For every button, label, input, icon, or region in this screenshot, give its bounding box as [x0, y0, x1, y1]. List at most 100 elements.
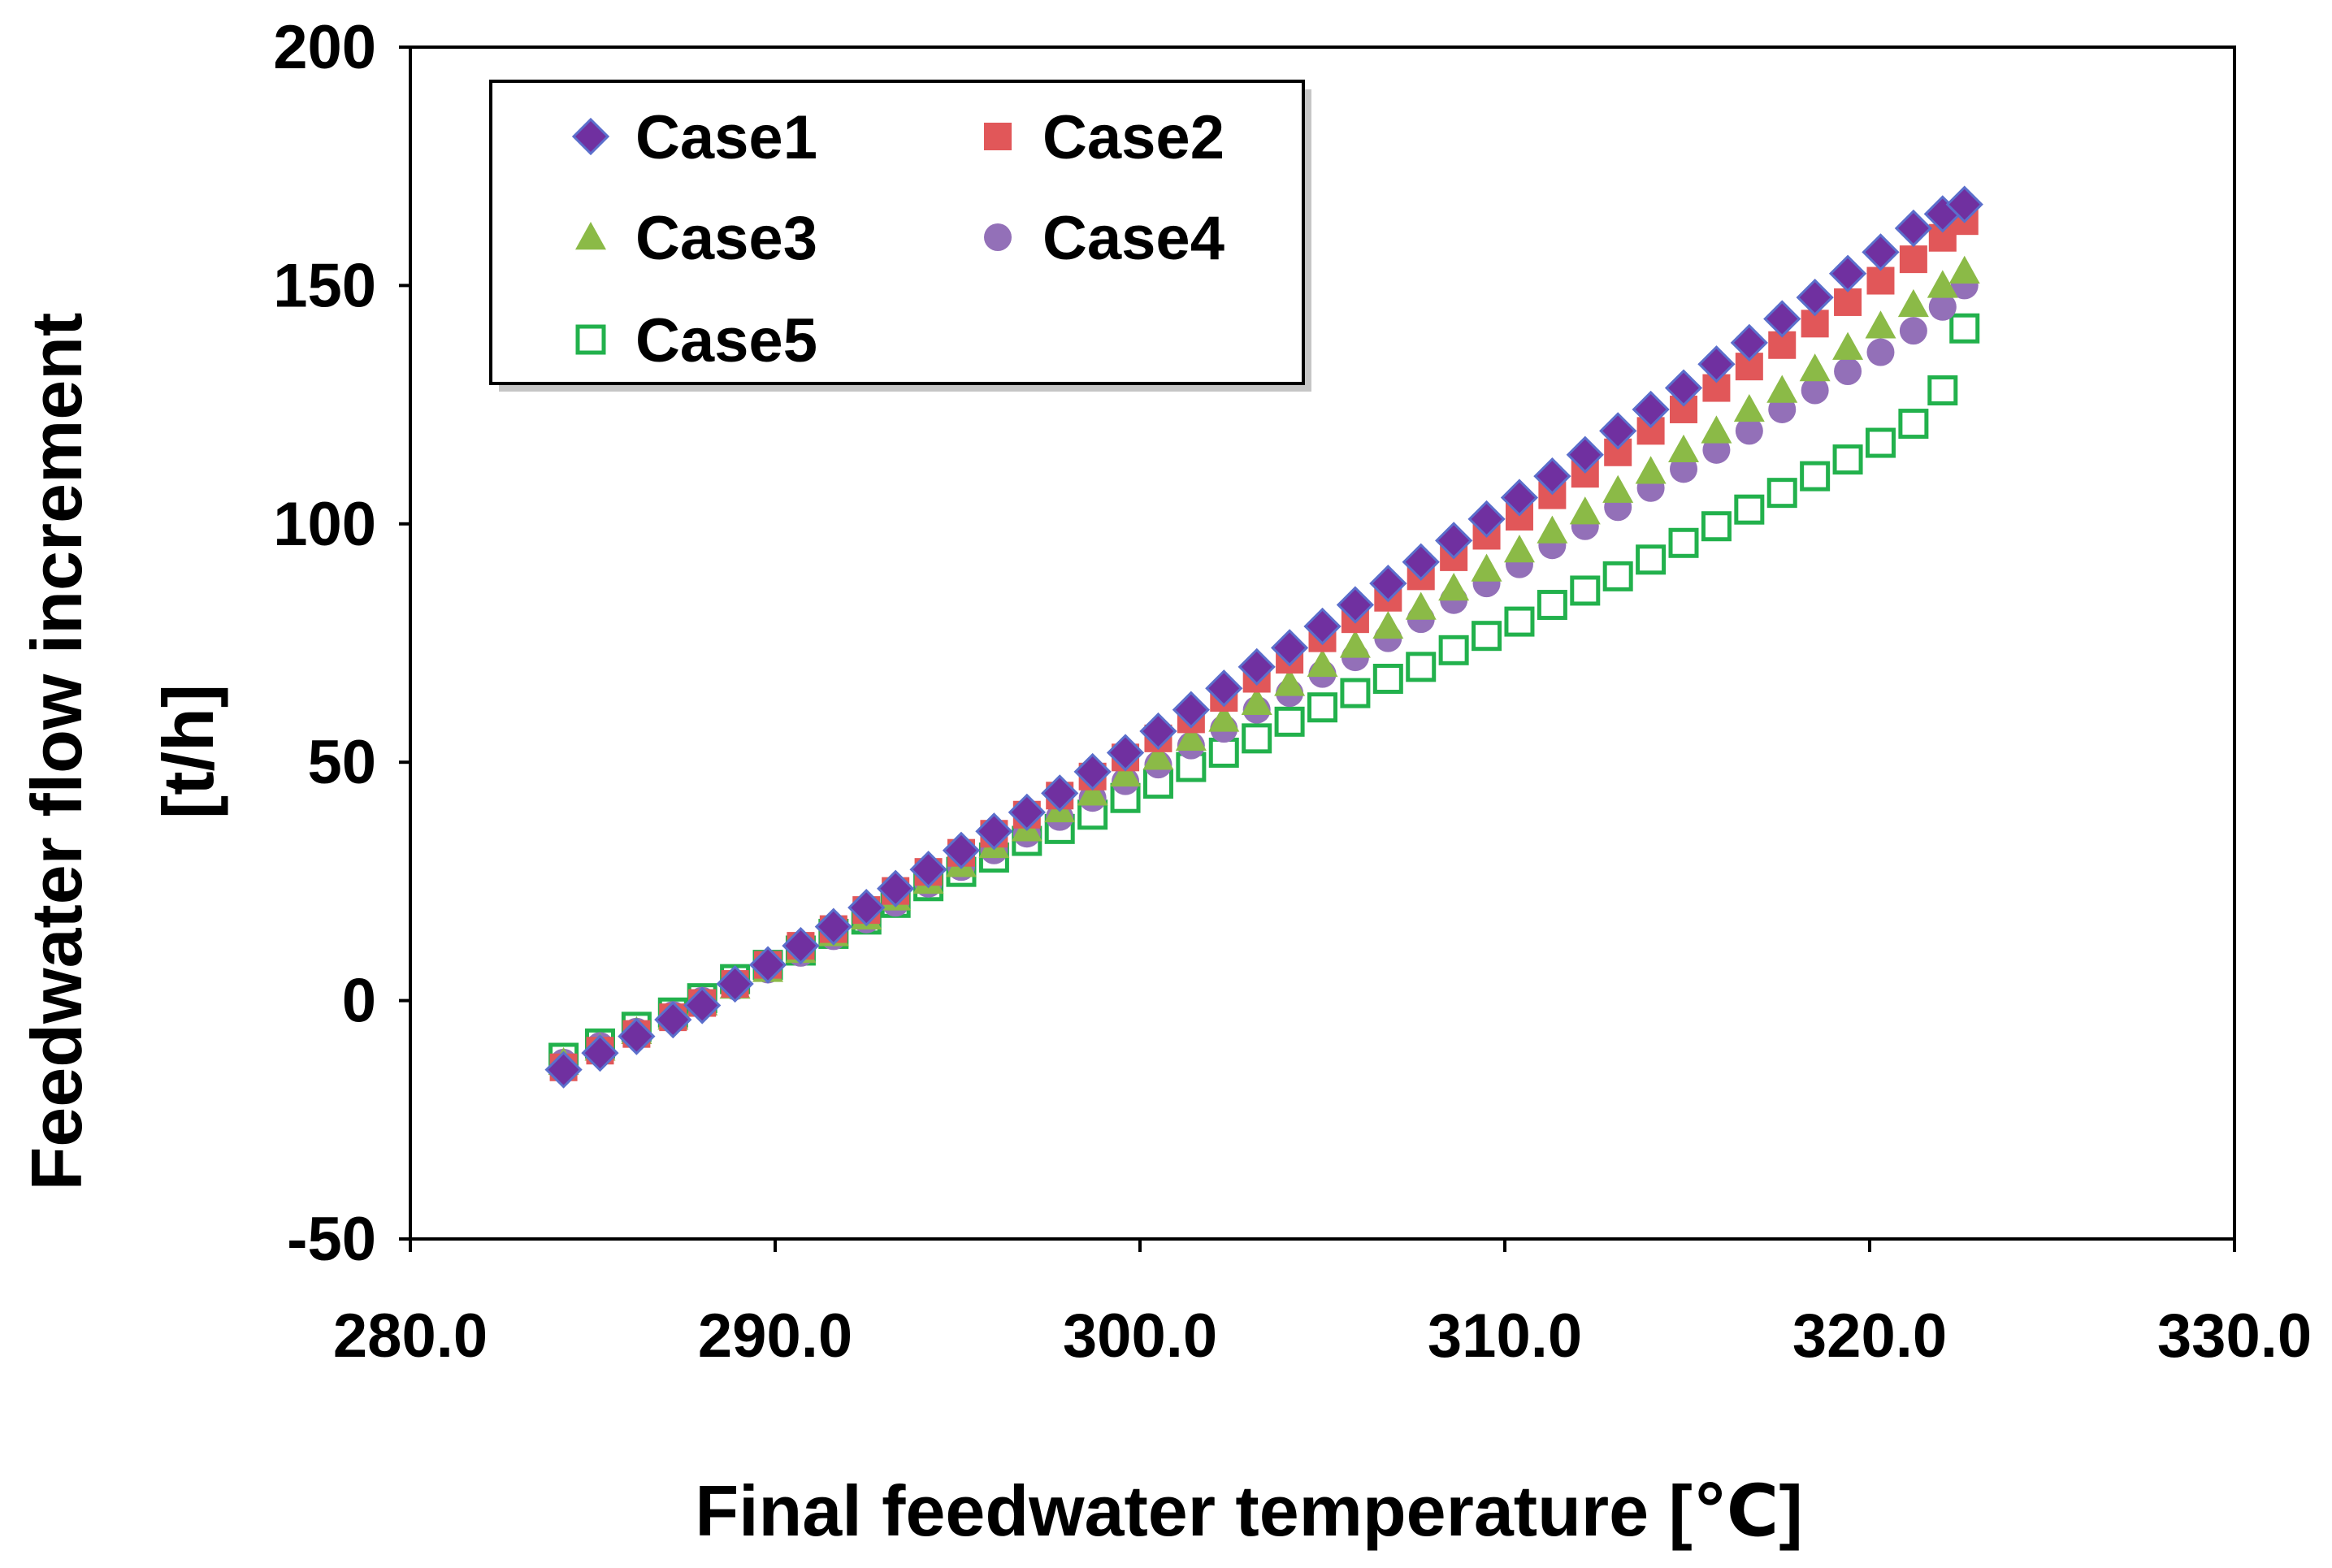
- data-point: [1372, 610, 1404, 639]
- data-point: [1697, 345, 1736, 383]
- data-point: [1948, 255, 1980, 284]
- data-point: [877, 869, 915, 907]
- data-point: [1336, 586, 1375, 624]
- data-point: [1110, 758, 1142, 787]
- data-point: [1599, 412, 1637, 450]
- data-point: [847, 889, 886, 927]
- y-axis: -50 0 50 100 150 200: [273, 13, 410, 1274]
- data-point: [1834, 288, 1862, 316]
- data-point: [1635, 456, 1667, 484]
- data-point: [1438, 635, 1469, 665]
- data-point: [1142, 742, 1174, 770]
- data-point: [1500, 479, 1539, 517]
- data-point: [1701, 415, 1732, 444]
- data-point: [1899, 317, 1927, 345]
- x-tick-label: 300.0: [1063, 1302, 1217, 1371]
- y-tick-label: 100: [273, 490, 376, 559]
- data-point: [581, 1034, 619, 1072]
- data-point: [1274, 668, 1306, 696]
- data-point: [1730, 323, 1768, 362]
- data-point: [1205, 669, 1243, 708]
- data-point: [1945, 185, 1983, 223]
- data-point: [1208, 704, 1240, 732]
- data-point: [1471, 553, 1502, 582]
- data-point: [1862, 233, 1900, 271]
- data-point: [1668, 434, 1700, 463]
- data-point: [1372, 664, 1403, 695]
- data-point: [1238, 648, 1276, 686]
- data-point: [1503, 535, 1535, 563]
- data-point: [1796, 278, 1834, 317]
- legend-label: Case2: [1042, 103, 1225, 172]
- data-point: [1537, 590, 1567, 621]
- legend-item-case2: Case2: [984, 103, 1225, 172]
- data-point: [1435, 522, 1473, 560]
- data-point: [1566, 435, 1604, 474]
- legend-label: Case1: [635, 103, 817, 172]
- y-tick-label: 150: [273, 251, 376, 320]
- data-point: [1041, 774, 1079, 812]
- data-point: [1866, 338, 1895, 366]
- data-point: [1664, 369, 1703, 407]
- data-point: [1894, 209, 1933, 248]
- data-point: [1303, 607, 1342, 646]
- data-point: [909, 851, 947, 889]
- legend-item-case5: Case5: [575, 306, 817, 375]
- data-point: [748, 946, 787, 984]
- data-point: [683, 986, 722, 1024]
- data-point: [1077, 778, 1108, 806]
- data-point: [1139, 712, 1177, 751]
- data-point: [1208, 737, 1239, 768]
- legend-item-case3: Case3: [575, 204, 817, 273]
- legend-marker: [571, 117, 610, 156]
- data-point: [1865, 310, 1896, 339]
- data-point: [814, 907, 852, 946]
- data-point: [975, 812, 1013, 851]
- data-point: [1636, 544, 1667, 575]
- data-point: [1735, 417, 1763, 445]
- data-point: [1899, 245, 1927, 274]
- data-point: [1402, 543, 1440, 581]
- data-point: [1369, 565, 1407, 603]
- y-tick-label: -50: [287, 1205, 376, 1274]
- data-point: [654, 1000, 692, 1039]
- y-tick-label: 200: [273, 13, 376, 82]
- data-point: [1766, 375, 1798, 403]
- data-point: [1106, 734, 1145, 772]
- y-tick-label: 50: [307, 728, 376, 797]
- data-point: [1073, 752, 1112, 791]
- data-point: [1274, 706, 1305, 737]
- data-point: [1570, 575, 1601, 606]
- data-point: [1438, 573, 1470, 601]
- data-point: [1504, 606, 1535, 637]
- data-point: [942, 831, 981, 869]
- data-point: [1537, 515, 1568, 544]
- data-point: [1175, 722, 1207, 752]
- data-point: [1172, 691, 1210, 729]
- data-point: [1467, 500, 1506, 539]
- data-point: [1865, 427, 1896, 458]
- data-point: [1242, 723, 1272, 754]
- data-point: [1405, 591, 1437, 620]
- data-point: [1832, 331, 1864, 360]
- data-point: [1866, 266, 1895, 295]
- data-point: [544, 1050, 583, 1089]
- legend-item-case4: Case4: [984, 204, 1225, 273]
- data-point: [1569, 496, 1601, 525]
- data-point: [1927, 270, 1958, 298]
- data-point: [1828, 254, 1867, 292]
- legend-marker: [984, 123, 1012, 150]
- data-point: [782, 926, 820, 965]
- legend: Case1 Case2 Case3 Case4 Case5: [489, 80, 1311, 392]
- data-point: [1801, 376, 1829, 405]
- data-point: [1533, 457, 1571, 496]
- data-point: [1763, 300, 1801, 338]
- data-point: [1949, 313, 1980, 344]
- series-case5: [548, 313, 1980, 1073]
- x-tick-label: 330.0: [2157, 1302, 2312, 1371]
- x-axis: 280.0 290.0 300.0 310.0 320.0 330.0: [333, 1239, 2312, 1371]
- data-point: [1241, 687, 1272, 716]
- x-axis-title: Final feedwater temperature [℃]: [695, 1471, 1802, 1551]
- data-point: [1340, 678, 1371, 708]
- data-point: [1799, 353, 1831, 382]
